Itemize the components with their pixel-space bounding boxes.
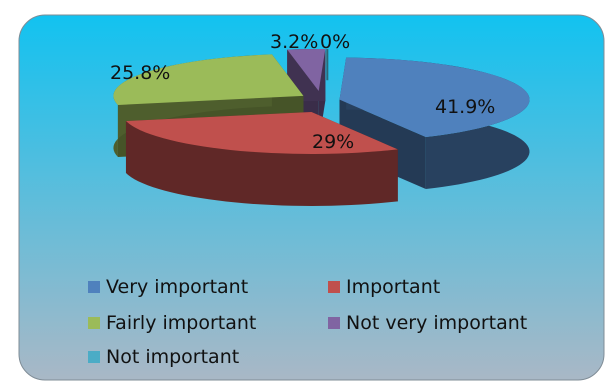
legend-swatch (88, 317, 100, 329)
legend-label: Not important (106, 346, 240, 368)
legend-item-not-very-important: Not very important (328, 312, 527, 334)
slice-important (125, 111, 398, 206)
data-labels: 41.9% 29% 25.8% 3.2% 0% (110, 31, 495, 153)
data-label-fairly-important: 25.8% (110, 62, 170, 84)
legend-swatch (328, 317, 340, 329)
legend-item-important: Important (328, 276, 440, 298)
legend-item-fairly-important: Fairly important (88, 312, 256, 334)
legend-label: Fairly important (106, 312, 257, 334)
legend-label: Important (346, 276, 441, 298)
legend-swatch (328, 281, 340, 293)
legend-label: Very important (106, 276, 249, 298)
data-label-not-very-important: 3.2% (270, 31, 318, 53)
data-label-important: 29% (312, 131, 354, 153)
legend-item-very-important: Very important (88, 276, 248, 298)
pie-slices (113, 48, 530, 206)
legend-label: Not very important (346, 312, 528, 334)
data-label-very-important: 41.9% (435, 96, 495, 118)
legend-swatch (88, 351, 100, 363)
legend-item-not-important: Not important (88, 346, 239, 368)
data-label-not-important: 0% (320, 31, 350, 53)
legend-swatch (88, 281, 100, 293)
